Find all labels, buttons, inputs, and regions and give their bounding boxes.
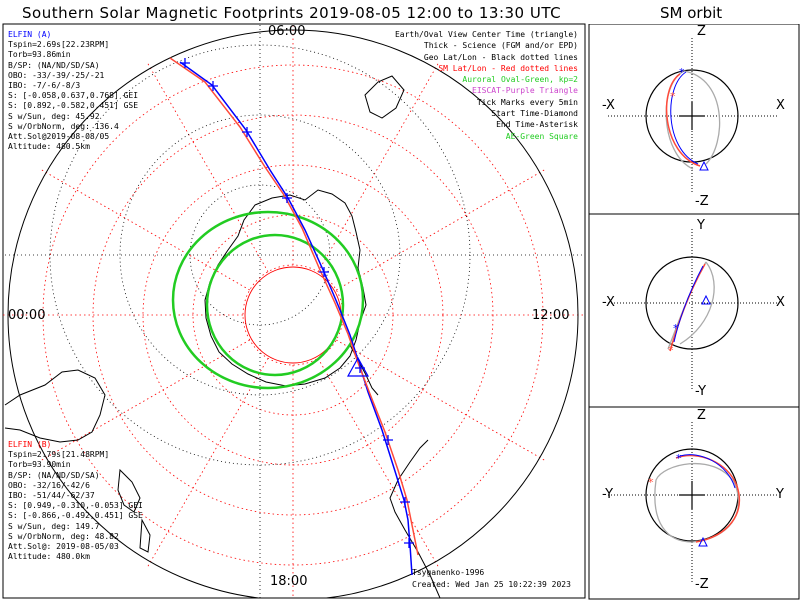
orbit3-left: -Y [602, 487, 614, 502]
elfin-a-ticks [180, 58, 414, 548]
elfin-b-line: S: [-0.866,-0.492,0.451] GSE [8, 511, 143, 521]
model-credit: Tsyganenko-1996 [412, 568, 485, 577]
orbit2-right: X [776, 295, 785, 310]
mlt-label-top: 06:00 [268, 24, 306, 39]
svg-text:*: * [670, 90, 676, 103]
orbit3-right: Y [776, 487, 784, 502]
elfin-b-info: ELFIN (B) Tspin=2.79s[21.48RPM] Torb=93.… [8, 440, 143, 562]
sm-radial-line [317, 358, 439, 567]
legend-item: Tick Marks every 5min [476, 97, 578, 107]
orbit1-left: -X [602, 98, 615, 113]
svg-text:*: * [679, 66, 685, 79]
elfin-b-line: OBO: -32/16/-42/6 [8, 480, 90, 490]
elfin-b-line: S w/Sun, deg: 149.7 [8, 521, 100, 531]
elfin-a-track [179, 61, 413, 576]
newzealand-coastline [117, 468, 151, 553]
horizon-circle [7, 29, 579, 598]
legend-item: EISCAT-Purple Triangle [472, 86, 578, 96]
footprint-map [2, 23, 586, 599]
legend-item: AE-Green Square [505, 131, 578, 141]
elfin-a-line: OBO: -33/-39/-25/-21 [8, 70, 105, 80]
tick-mark [404, 538, 414, 548]
elfin-a-name: ELFIN (A) [8, 30, 52, 39]
mlt-label-right: 12:00 [532, 308, 570, 323]
africa-coastline [364, 75, 405, 119]
elfin-a-line: S: [0.892,-0.582,0.451] GSE [8, 101, 139, 111]
legend-item: Thick - Science (FGM and/or EPD) [423, 41, 578, 51]
tick-mark [383, 435, 393, 445]
elfin-a-line: IBO: -7/-6/-8/3 [8, 81, 81, 91]
mlt-label-left: 00:00 [8, 308, 46, 323]
elfin-a-info: ELFIN (A) Tspin=2.69s[22.23RPM] Torb=93.… [8, 30, 138, 152]
elfin-a-line: Tspin=2.69s[22.23RPM] [8, 40, 110, 50]
legend-item: Geo Lat/Lon - Black dotted lines [423, 52, 578, 62]
elfin-b-name: ELFIN (B) [8, 440, 52, 449]
sm-radial-line [336, 339, 545, 461]
tick-mark [400, 497, 410, 507]
tick-mark [180, 58, 190, 68]
elfin-b-line: S: [0.949,-0.310,-0.053] GEI [8, 501, 143, 511]
tick-mark [319, 267, 329, 277]
orbit1-top: Z [697, 24, 706, 39]
mlt-label-bottom: 18:00 [270, 574, 308, 589]
orbit2-top: Y [697, 218, 705, 233]
elfin-b-line: Tspin=2.79s[21.48RPM] [8, 450, 110, 460]
sm-pole-circle [244, 266, 342, 364]
legend: Earth/Oval View Center Time (triangle) T… [395, 29, 578, 142]
elfin-b-line: Torb=93.90min [8, 460, 71, 470]
elfin-b-line: Altitude: 480.0km [8, 552, 90, 562]
elfin-a-line: S w/OrbNorm, deg: 136.4 [8, 121, 119, 131]
orbit3-top: Z [697, 408, 706, 423]
orbit2-bottom: -Y [695, 384, 707, 399]
view-center-triangle [346, 356, 370, 377]
svg-text:*: * [648, 476, 654, 489]
elfin-a-line: Altitude: 480.5km [8, 142, 90, 152]
geo-grid [5, 25, 585, 598]
sm-radial-line [147, 358, 269, 567]
tick-mark [242, 127, 252, 137]
orbit-panel-yz: * * [608, 422, 778, 582]
legend-item: Auroral Oval-Green, kp=2 [462, 75, 578, 85]
sm-radial-line [41, 169, 250, 291]
legend-item: Start Time-Diamond [491, 109, 578, 119]
legend-item: Earth/Oval View Center Time (triangle) [394, 30, 578, 39]
elfin-b-line: Att.Sol@: 2019-08-05/03 [8, 542, 119, 552]
elfin-b-line: IBO: -51/44/-62/37 [8, 491, 95, 501]
elfin-b-line: S w/OrbNorm, deg: 48.82 [8, 531, 119, 541]
orbit3-bottom: -Z [695, 577, 709, 592]
elfin-a-line: B/SP: (NA/ND/SD/SA) [8, 60, 100, 70]
legend-item: End Time-Asterisk [496, 120, 578, 130]
legend-item: SM Lat/Lon - Red dotted lines [438, 63, 578, 73]
orbit-panel-xy: * * [608, 229, 778, 389]
orbit-title: SM orbit [660, 4, 723, 22]
sm-radial-line [336, 169, 545, 291]
created-timestamp: Created: Wed Jan 25 10:22:39 2023 [412, 580, 571, 589]
auroral-oval-outer [171, 210, 365, 390]
elfin-b-line: B/SP: (NA/ND/SD/SA) [8, 470, 100, 480]
page-title: Southern Solar Magnetic Footprints 2019-… [22, 4, 562, 22]
tick-mark [282, 193, 292, 203]
orbit1-right: X [776, 98, 785, 113]
elfin-a-line: Att.Sol@2019-08-08/05 [8, 132, 110, 142]
australia-coastline [4, 369, 106, 443]
elfin-a-line: Torb=93.86min [8, 50, 71, 60]
elfin-b-track [169, 57, 419, 556]
south-america-coastline [389, 439, 441, 598]
elfin-a-line: S: [-0.058,0.637,0.768] GEI [8, 91, 139, 101]
svg-text:*: * [668, 344, 674, 357]
orbit1-bottom: -Z [695, 194, 709, 209]
tick-mark [208, 81, 218, 91]
svg-text:*: * [673, 322, 679, 335]
orbit-panels: * * * * * * [588, 24, 800, 600]
orbit-panel-xz: * * [608, 38, 778, 194]
orbit2-left: -X [602, 295, 615, 310]
svg-text:*: * [676, 452, 682, 465]
elfin-a-line: S w/Sun, deg: 45.92 [8, 111, 100, 121]
auroral-oval-inner [205, 233, 345, 377]
